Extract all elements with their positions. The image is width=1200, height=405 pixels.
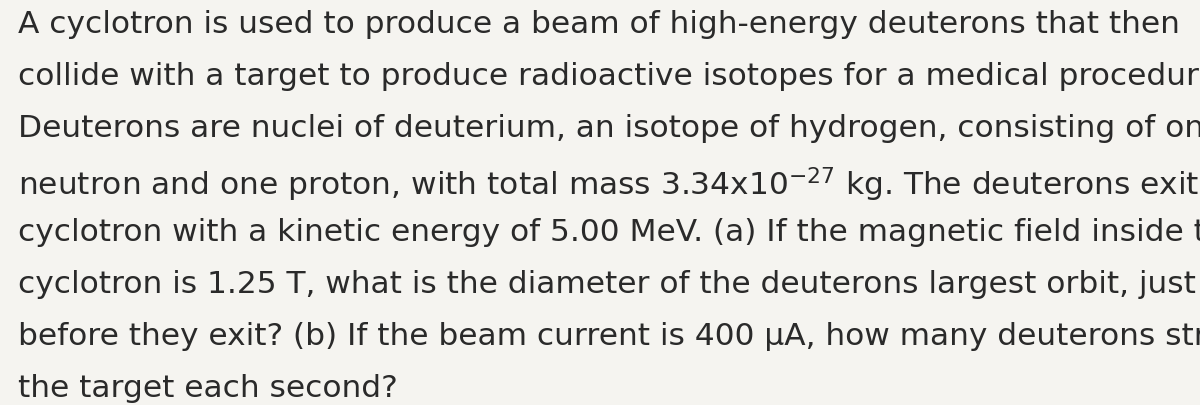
Text: Deuterons are nuclei of deuterium, an isotope of hydrogen, consisting of one: Deuterons are nuclei of deuterium, an is… (18, 114, 1200, 143)
Text: neutron and one proton, with total mass 3.34x10$^{-27}$ kg. The deuterons exit t: neutron and one proton, with total mass … (18, 166, 1200, 205)
Text: before they exit? (b) If the beam current is 400 μA, how many deuterons strike: before they exit? (b) If the beam curren… (18, 322, 1200, 351)
Text: cyclotron with a kinetic energy of 5.00 MeV. (a) If the magnetic field inside th: cyclotron with a kinetic energy of 5.00 … (18, 218, 1200, 247)
Text: collide with a target to produce radioactive isotopes for a medical procedure.: collide with a target to produce radioac… (18, 62, 1200, 91)
Text: the target each second?: the target each second? (18, 374, 397, 403)
Text: cyclotron is 1.25 T, what is the diameter of the deuterons largest orbit, just: cyclotron is 1.25 T, what is the diamete… (18, 270, 1196, 299)
Text: A cyclotron is used to produce a beam of high-energy deuterons that then: A cyclotron is used to produce a beam of… (18, 10, 1180, 39)
